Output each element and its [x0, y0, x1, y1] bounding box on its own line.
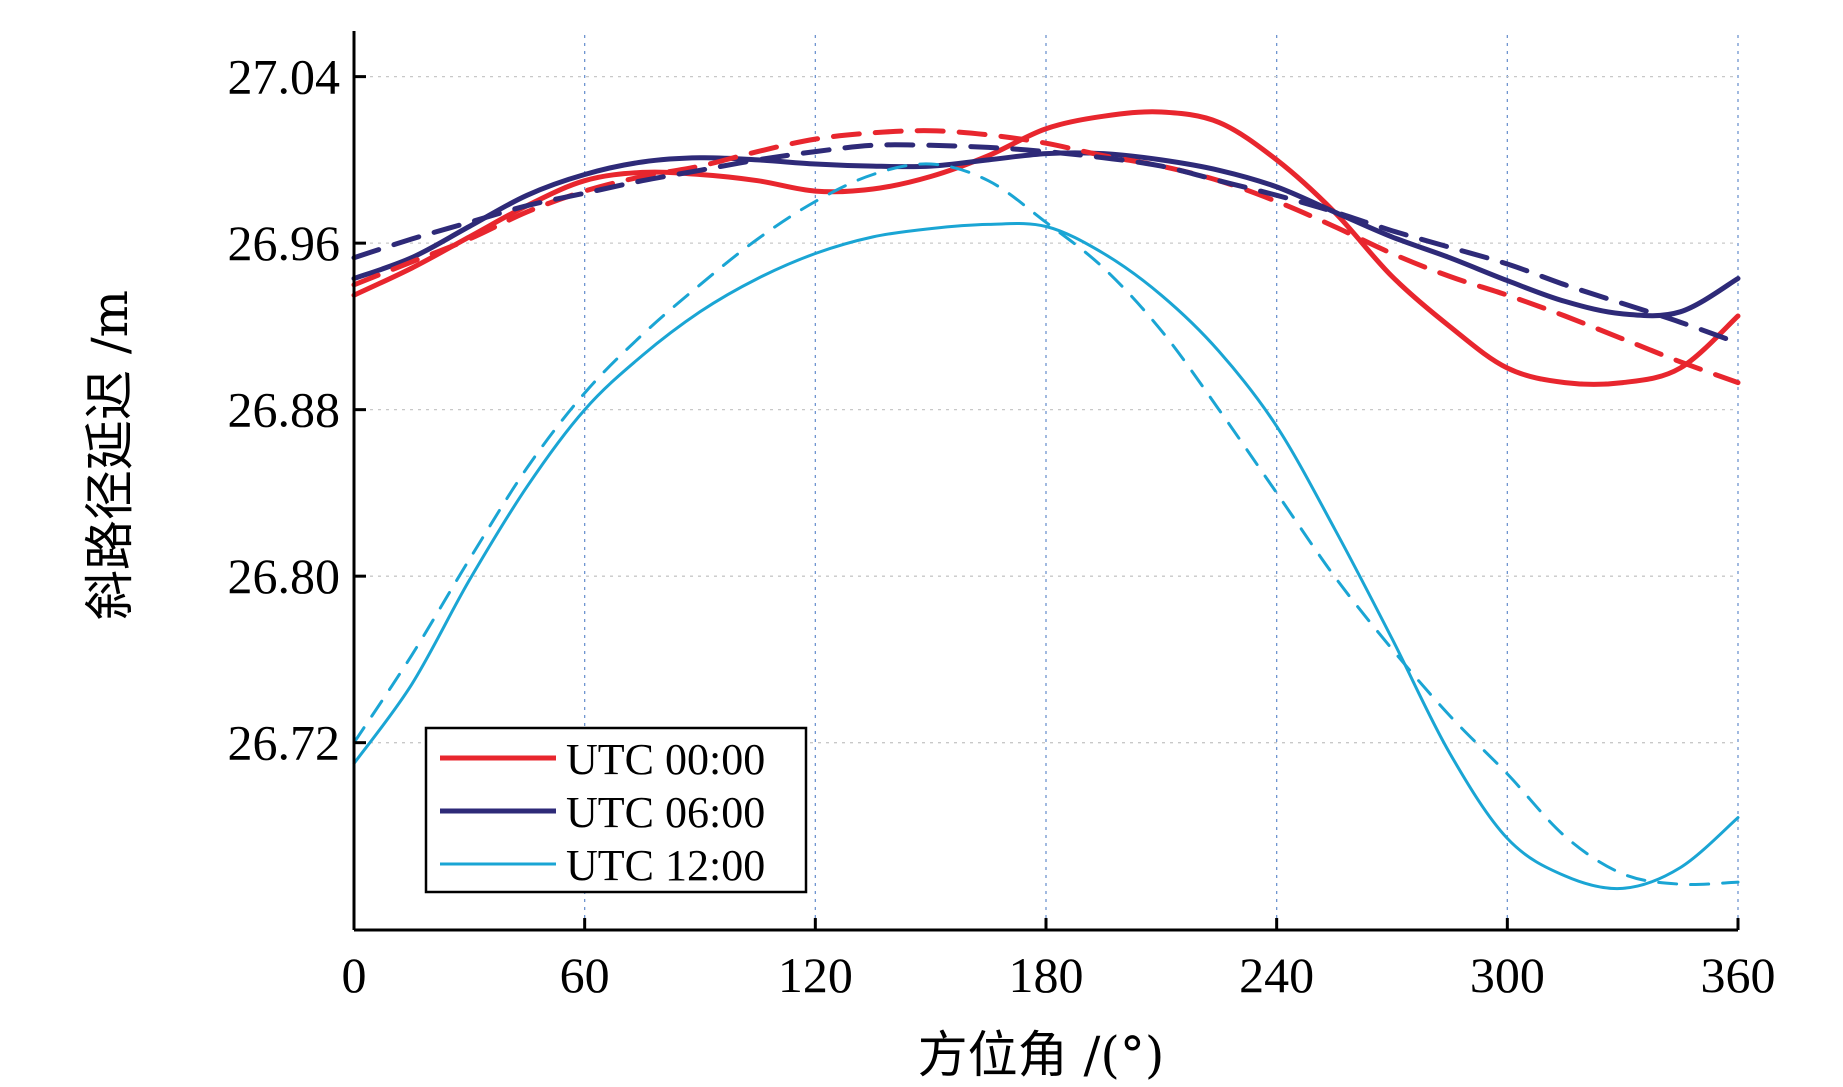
plot-area	[351, 109, 1741, 891]
y-tick-label: 27.04	[228, 49, 341, 105]
legend-label-utc-0000: UTC 00:00	[566, 735, 765, 784]
x-axis-label: 方位角 /(°)	[918, 1026, 1165, 1084]
series-line-utc-06-00	[351, 150, 1741, 319]
series-line-utc-00-00	[351, 109, 1741, 387]
y-tick-label: 26.96	[228, 215, 341, 271]
legend-label-utc-0600: UTC 06:00	[566, 788, 765, 837]
y-tick-label: 26.80	[228, 548, 341, 604]
series-line-dashed-fit-3	[351, 128, 1741, 386]
x-tick-label: 0	[342, 947, 367, 1003]
x-tick-label: 300	[1470, 947, 1545, 1003]
x-tick-label: 180	[1009, 947, 1084, 1003]
y-tick-label: 26.72	[228, 715, 341, 771]
axes: 0 60 120 180 240 300 360 26.72 26.80 26.88 26.96 27…	[228, 31, 1776, 1003]
x-tick-label: 360	[1701, 947, 1776, 1003]
y-tick-label: 26.88	[228, 382, 341, 438]
series-line-dashed-fit-4	[351, 142, 1741, 346]
x-tick-label: 60	[560, 947, 610, 1003]
x-tick-label: 240	[1239, 947, 1314, 1003]
legend: UTC 00:00 UTC 06:00 UTC 12:00	[424, 726, 808, 894]
series-line-dashed-fit-5	[352, 162, 1740, 887]
legend-label-utc-1200: UTC 12:00	[566, 841, 765, 890]
y-axis-label: 斜路径延迟 /m	[81, 290, 139, 620]
x-tick-label: 120	[778, 947, 853, 1003]
series-line-utc-12-00	[352, 222, 1740, 891]
